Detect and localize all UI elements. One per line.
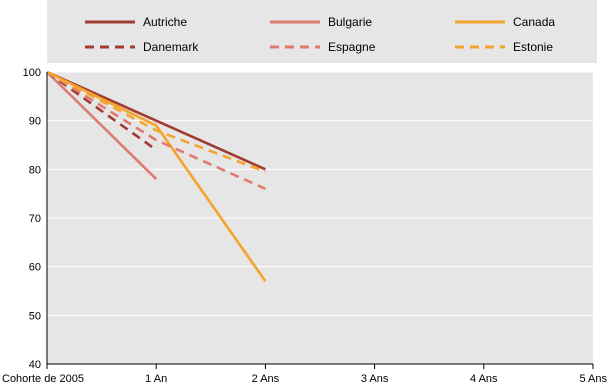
series-line-bulgarie: [46, 71, 158, 180]
legend-label-estonie: Estonie: [513, 40, 553, 54]
y-tick-label: 40: [29, 359, 41, 371]
y-tick-label: 90: [29, 116, 41, 128]
legend: Autriche Bulgarie Canada Danemark Espagne Est…: [85, 15, 555, 54]
x-tick-label: 1 An: [145, 373, 167, 385]
y-tick-label: 50: [29, 310, 41, 322]
legend-label-canada: Canada: [513, 15, 555, 29]
x-tick-label: 5 Ans: [579, 373, 607, 385]
legend-label-autriche: Autriche: [143, 15, 187, 29]
y-tick-label: 80: [29, 164, 41, 176]
y-tick-label: 100: [23, 67, 41, 79]
legend-label-espagne: Espagne: [328, 40, 376, 54]
series-line-danemark: [46, 70, 157, 151]
x-tick-label: 2 Ans: [252, 373, 280, 385]
legend-label-danemark: Danemark: [143, 40, 199, 54]
legend-box: [47, 0, 597, 63]
x-tick-label: Cohorte de 2005: [2, 373, 84, 385]
series-line-autriche: [46, 70, 266, 171]
x-tick-label: 4 Ans: [470, 373, 498, 385]
series-line-espagne: [46, 70, 266, 190]
axes: 40 50 60 70 80 90 100 Cohorte de 2005 1 An 2 Ans 3…: [2, 67, 607, 385]
y-tick-label: 70: [29, 213, 41, 225]
y-tick-label: 60: [29, 262, 41, 274]
series-layer: [46, 70, 267, 283]
grid-lines: [47, 71, 593, 316]
x-tick-label: 3 Ans: [361, 373, 389, 385]
series-line-canada: [46, 70, 267, 283]
series-line-estonie: [46, 70, 266, 173]
legend-label-bulgarie: Bulgarie: [328, 15, 372, 29]
